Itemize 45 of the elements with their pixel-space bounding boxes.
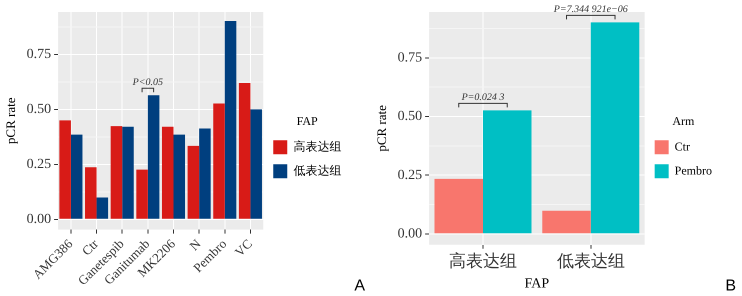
bar [70, 134, 82, 219]
bar [542, 210, 591, 234]
bar [148, 95, 160, 219]
legend-label: 高表达组 [293, 139, 342, 154]
x-tick-label: 高表达组 [448, 251, 517, 270]
legend-title: FAP [296, 114, 318, 128]
bar [224, 21, 236, 219]
annotation: P=7.344 921e−06 [552, 4, 628, 15]
legend-label: 低表达组 [293, 163, 342, 178]
bar [590, 22, 640, 234]
bar [434, 178, 483, 234]
annotation: P<0.05 [132, 76, 164, 88]
x-tick-label: VC [232, 236, 255, 260]
annotation: P=0.024 3 [460, 92, 504, 103]
bar [238, 83, 250, 219]
bar [96, 198, 108, 219]
text: A [354, 277, 366, 294]
legend-title: Arm [672, 114, 695, 128]
bar [482, 110, 532, 234]
bar [173, 134, 186, 219]
bar [213, 103, 225, 219]
bar [110, 126, 122, 219]
x-axis-title: FAP [524, 276, 550, 292]
legend-label: Pembro [674, 163, 712, 178]
y-axis-title: pCR rate [3, 97, 18, 144]
bar [250, 109, 262, 219]
bar [162, 126, 174, 219]
y-tick-label: 0.75 [398, 50, 422, 66]
y-axis-title: pCR rate [374, 104, 390, 152]
legend-label: Ctr [674, 139, 690, 154]
y-tick-label: 0.25 [26, 157, 52, 172]
text: B [725, 277, 736, 294]
y-tick-label: 0.00 [26, 212, 52, 227]
bar [199, 128, 211, 219]
bar [122, 126, 134, 219]
bar [85, 167, 97, 219]
y-tick-label: 0.25 [398, 168, 422, 183]
x-tick-label: 低表达组 [556, 251, 625, 270]
y-tick-label: 0.50 [26, 102, 52, 118]
y-tick-label: 0.50 [398, 109, 422, 124]
y-tick-label: 0.75 [26, 47, 52, 62]
y-tick-label: 0.00 [398, 226, 422, 242]
bar [59, 120, 71, 219]
bar [136, 170, 148, 219]
bar [188, 146, 200, 219]
